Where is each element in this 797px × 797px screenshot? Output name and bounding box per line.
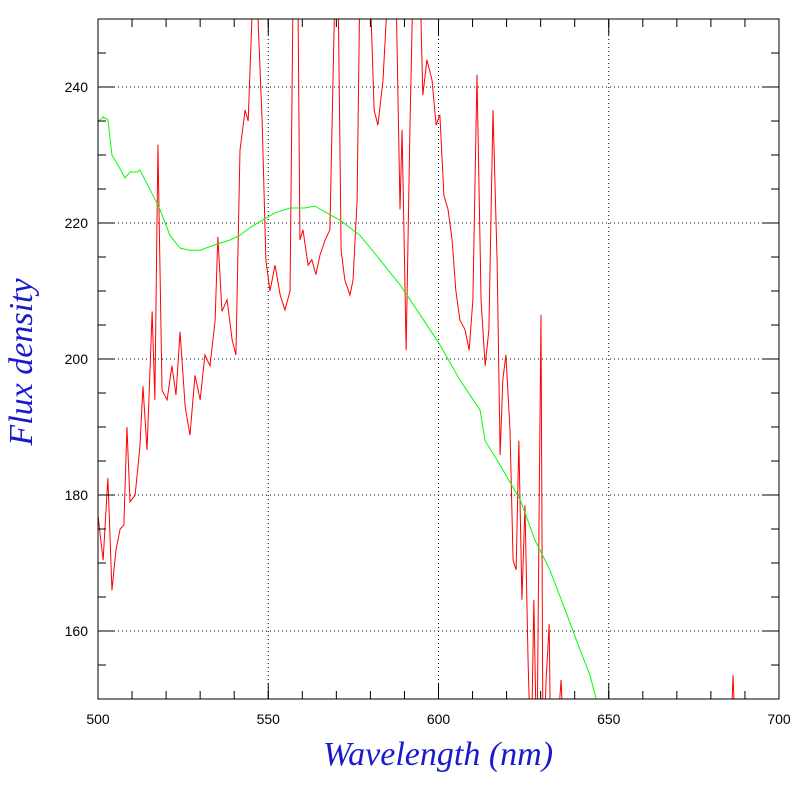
ticks: 500 550 600 650 700 160 180 200 220 240 xyxy=(65,18,791,727)
x-tick-label: 500 xyxy=(86,711,110,727)
y-tick-label: 200 xyxy=(65,351,89,367)
x-tick-label: 650 xyxy=(597,711,621,727)
y-tick-label: 180 xyxy=(65,487,89,503)
y-tick-label: 160 xyxy=(65,623,89,639)
y-axis-label: Flux density xyxy=(3,278,40,447)
x-axis-label: Wavelength (nm) xyxy=(323,736,553,773)
x-tick-label: 700 xyxy=(767,711,791,727)
y-tick-label: 240 xyxy=(65,79,89,95)
x-tick-label: 550 xyxy=(257,711,281,727)
x-tick-label: 600 xyxy=(427,711,451,727)
y-tick-label: 220 xyxy=(65,215,89,231)
plot-lines xyxy=(98,19,735,699)
grid xyxy=(97,19,780,699)
series-line xyxy=(98,116,597,699)
series-line xyxy=(98,19,735,699)
